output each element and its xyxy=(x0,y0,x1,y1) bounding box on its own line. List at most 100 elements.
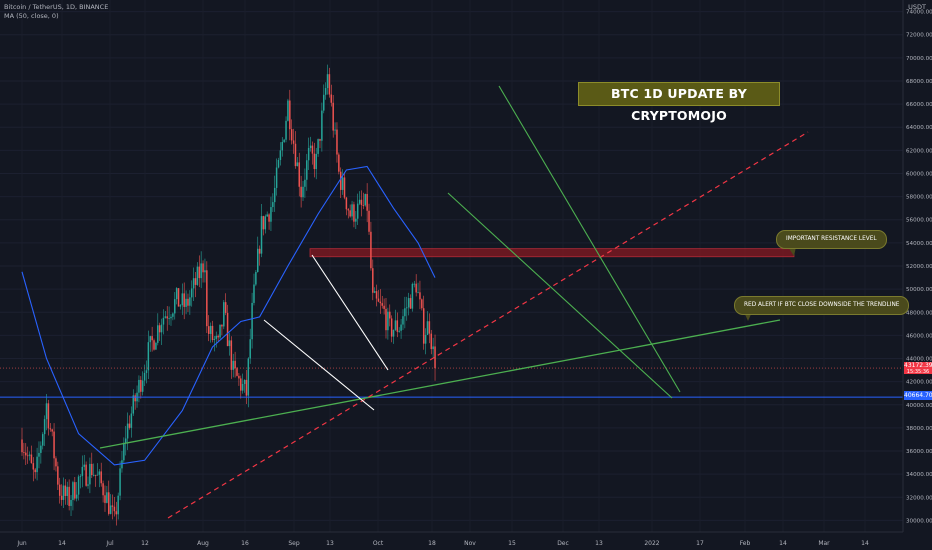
candle-down xyxy=(345,197,348,210)
candle-down xyxy=(30,454,33,464)
candle-down xyxy=(26,455,29,457)
candle-up xyxy=(405,307,408,309)
candle-up xyxy=(275,167,278,188)
candle-up xyxy=(264,216,267,230)
candle-up xyxy=(219,324,221,338)
candle-up xyxy=(387,311,389,331)
candle-down xyxy=(217,335,219,338)
y-tick-label: 60000.00 xyxy=(906,171,932,177)
candle-up xyxy=(96,474,99,476)
candle-up xyxy=(324,88,327,95)
ma-line xyxy=(0,165,903,466)
candle-down xyxy=(140,379,142,392)
candle-up xyxy=(87,484,89,486)
bar-countdown: 15:35:36 xyxy=(906,369,930,375)
candle-up xyxy=(147,342,150,371)
candle-up xyxy=(81,466,84,476)
price-axis[interactable]: 30000.00 32000.00 34000.00 36000.00 38000.00… xyxy=(902,0,932,532)
candle-down xyxy=(234,360,236,369)
support-price-tag: 40664.70 xyxy=(904,391,932,400)
candle-up xyxy=(287,100,289,121)
candle-down xyxy=(258,248,261,254)
candle-down xyxy=(419,292,421,300)
candle-up xyxy=(70,499,72,506)
resistance-zone xyxy=(309,248,795,258)
symbol-legend[interactable]: Bitcoin / TetherUS, 1D, BINANCE xyxy=(4,3,109,11)
candle-down xyxy=(319,139,321,141)
candle-down xyxy=(240,378,242,391)
candle-up xyxy=(168,318,170,320)
candle-down xyxy=(347,209,350,211)
y-tick-label: 42000.00 xyxy=(906,380,932,386)
current-price-value: 43172.39 xyxy=(904,362,932,369)
candle-up xyxy=(41,434,44,446)
candle-down xyxy=(25,452,27,456)
candle-down xyxy=(206,270,208,327)
y-tick-label: 62000.00 xyxy=(906,148,932,154)
candle-down xyxy=(221,324,223,327)
y-tick-label: 32000.00 xyxy=(906,495,932,501)
candle-up xyxy=(162,317,165,325)
current-price-tag: 43172.39 15:35:36 xyxy=(904,362,932,375)
candle-up xyxy=(281,141,284,151)
candle-up xyxy=(170,316,172,319)
candle-up xyxy=(321,110,323,141)
candle-down xyxy=(343,177,346,198)
channel-upper-line xyxy=(498,85,681,393)
candle-up xyxy=(266,214,268,217)
candle-up xyxy=(106,492,108,503)
candle-up xyxy=(243,379,246,384)
candle-up xyxy=(392,329,395,337)
candle-down xyxy=(230,340,233,370)
candle-down xyxy=(177,288,180,307)
candle-up xyxy=(247,358,250,396)
candle-up xyxy=(251,302,253,340)
x-tick-label: 14 xyxy=(861,540,869,547)
candle-down xyxy=(64,485,67,496)
candle-down xyxy=(151,336,153,341)
candle-up xyxy=(283,139,285,142)
candle-down xyxy=(339,171,342,190)
ma-50-line xyxy=(21,165,436,466)
candle-up xyxy=(172,313,174,317)
y-tick-label: 72000.00 xyxy=(906,33,932,39)
candle-up xyxy=(72,482,74,500)
candle-up xyxy=(190,288,193,298)
x-tick-label: Oct xyxy=(373,540,384,547)
candle-up xyxy=(89,463,91,485)
candle-up xyxy=(432,346,434,350)
candle-down xyxy=(198,266,201,279)
candle-up xyxy=(175,288,178,300)
candle-down xyxy=(115,511,118,515)
resistance-band xyxy=(309,248,795,258)
x-tick-label: Feb xyxy=(740,540,751,547)
white-wedge-lower xyxy=(263,319,375,411)
candle-down xyxy=(34,469,36,473)
long-green-trendline xyxy=(99,319,781,449)
candle-down xyxy=(311,145,314,154)
candle-up xyxy=(43,419,46,435)
x-tick-label: 13 xyxy=(326,540,334,547)
candle-up xyxy=(215,335,218,339)
candle-down xyxy=(383,305,385,309)
indicator-legend[interactable]: MA (50, close, 0) xyxy=(4,12,59,20)
candle-down xyxy=(183,293,185,307)
candle-up xyxy=(249,339,251,359)
candle-up xyxy=(28,454,31,456)
candle-up xyxy=(273,187,276,203)
candle-up xyxy=(341,177,344,190)
time-axis[interactable]: Jun 14 Jul 12 Aug 16 Sep 13 Oct 18 Nov 15 Dec 13 2022 1… xyxy=(0,531,903,547)
candle-down xyxy=(134,395,136,402)
y-tick-label: 52000.00 xyxy=(906,264,932,270)
candle-down xyxy=(194,278,197,285)
candle-down xyxy=(313,153,316,170)
candle-up xyxy=(145,370,148,373)
candle-up xyxy=(223,302,225,327)
candle-down xyxy=(94,474,97,476)
candle-down xyxy=(381,303,383,306)
candle-down xyxy=(360,199,363,206)
candle-down xyxy=(370,231,372,269)
candle-up xyxy=(306,160,308,180)
candle-down xyxy=(353,204,355,222)
